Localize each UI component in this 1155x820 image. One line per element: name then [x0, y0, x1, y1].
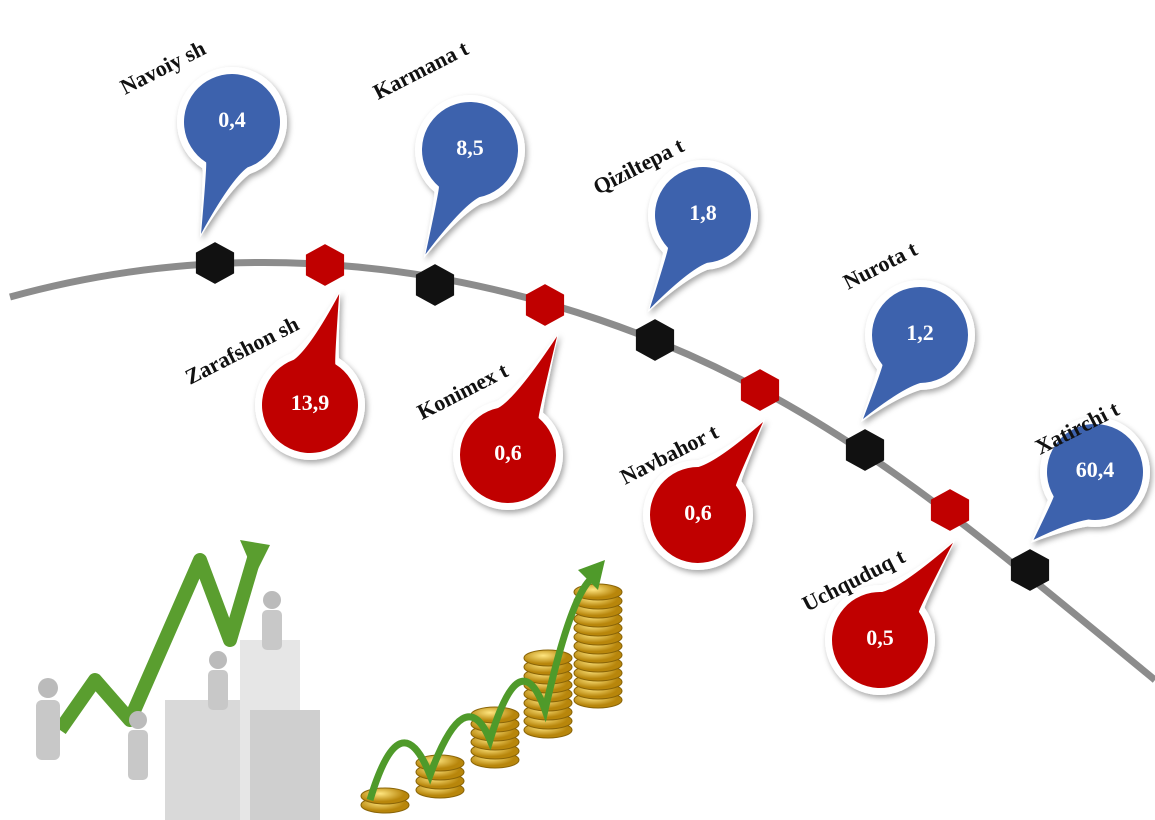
node-hexagon: [525, 284, 565, 326]
node-hexagon: [305, 244, 345, 286]
node-value: 60,4: [1076, 457, 1115, 482]
illustration-coins: [360, 560, 623, 814]
node-hexagon: [845, 429, 885, 471]
coin: [523, 649, 573, 667]
illustration-people: [36, 540, 320, 820]
growth-arrow: [366, 577, 593, 802]
node-value: 1,8: [689, 200, 717, 225]
value-bubble: [832, 542, 954, 688]
node-value: 0,5: [866, 625, 894, 650]
node-value: 8,5: [456, 135, 484, 160]
node-hexagon: [740, 369, 780, 411]
node-label: Karmana t: [369, 35, 473, 104]
node-value: 1,2: [906, 320, 934, 345]
value-bubble: [1033, 424, 1143, 540]
value-bubble: [262, 293, 358, 453]
value-bubble: [863, 287, 968, 419]
node-value: 0,4: [218, 107, 246, 132]
node-hexagon: [1010, 549, 1050, 591]
node-value: 0,6: [684, 500, 712, 525]
value-bubble: [650, 421, 764, 564]
node-hexagon: [415, 264, 455, 306]
value-bubble: [184, 74, 281, 234]
timeline-curve: [9, 259, 1155, 683]
value-bubble: [422, 102, 518, 255]
value-bubble: [460, 336, 558, 503]
node-value: 13,9: [291, 390, 330, 415]
node-hexagon: [635, 319, 675, 361]
arrow-head: [578, 560, 605, 590]
node-hexagon: [930, 489, 970, 531]
value-bubble: [649, 167, 751, 309]
node-value: 0,6: [494, 440, 522, 465]
node-hexagon: [195, 242, 235, 284]
